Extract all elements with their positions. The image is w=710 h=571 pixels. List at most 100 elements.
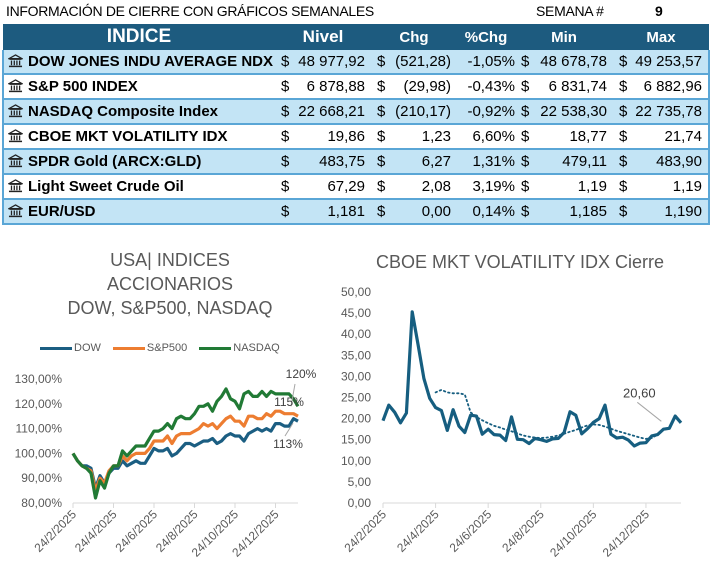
indice-name: S&P 500 INDEX <box>28 78 138 95</box>
y-tick-label: 5,00 <box>348 475 372 489</box>
table-row[interactable]: DOW JONES INDU AVERAGE NDX $48 977,92 $ (52… <box>2 50 710 75</box>
max-cell[interactable]: $6 882,96 <box>613 74 710 100</box>
indice-name: SPDR Gold (ARCX:GLD) <box>28 153 202 170</box>
indice-cell[interactable]: SPDR Gold (ARCX:GLD) <box>2 149 275 175</box>
pct-chg-cell[interactable]: -0,43% <box>457 74 515 100</box>
table-row[interactable]: NASDAQ Composite Index $22 668,21 $ (210,17… <box>2 99 710 125</box>
legend-label: NASDAQ <box>233 342 280 354</box>
chg-cell[interactable]: $2,08 <box>371 174 457 200</box>
y-tick-label: 10,00 <box>341 454 371 468</box>
table-row[interactable]: SPDR Gold (ARCX:GLD) $483,75 $6,27 1,31% $47… <box>2 149 710 175</box>
currency-symbol: $ <box>281 203 290 220</box>
column-header-nivel[interactable]: Nivel <box>275 24 371 50</box>
currency-symbol: $ <box>377 103 386 120</box>
chg-value: (521,28) <box>395 53 451 70</box>
x-tick-label: 24/2/2025 <box>341 507 389 555</box>
min-cell[interactable]: $48 678,78 <box>515 50 613 75</box>
report-title: INFORMACIÓN DE CIERRE CON GRÁFICOS SEMAN… <box>6 3 374 19</box>
indice-name: EUR/USD <box>28 203 96 220</box>
currency-symbol: $ <box>619 78 628 95</box>
indices-chart-legend: DOW S&P500 NASDAQ <box>40 342 280 354</box>
end-data-label: 120% <box>286 367 317 381</box>
currency-symbol: $ <box>377 153 386 170</box>
indice-cell[interactable]: Light Sweet Crude Oil <box>2 174 275 200</box>
nivel-cell[interactable]: $1,181 <box>275 199 371 225</box>
indices-chart-title-line: USA| INDICES <box>110 250 230 270</box>
y-tick-label: 90,00% <box>21 471 62 485</box>
max-value: 1,19 <box>672 178 702 195</box>
table-row[interactable]: S&P 500 INDEX $6 878,88 $ (29,98) -0,43% $6 8… <box>2 74 710 100</box>
y-tick-label: 110,00% <box>16 422 63 436</box>
x-tick-label: 24/12/2025 <box>600 507 653 560</box>
min-cell[interactable]: $1,185 <box>515 199 613 225</box>
column-header-max[interactable]: Max <box>613 24 709 50</box>
indice-name: Light Sweet Crude Oil <box>28 178 184 195</box>
min-cell[interactable]: $22 538,30 <box>515 99 613 125</box>
column-header-indice[interactable]: INDICE <box>3 24 275 50</box>
chg-cell[interactable]: $ (29,98) <box>371 74 457 100</box>
bank-icon <box>6 154 25 168</box>
pct-chg-cell[interactable]: 6,60% <box>457 124 515 150</box>
currency-symbol: $ <box>377 178 386 195</box>
y-tick-label: 130,00% <box>15 372 63 386</box>
chg-cell[interactable]: $6,27 <box>371 149 457 175</box>
chg-cell[interactable]: $0,00 <box>371 199 457 225</box>
indice-name: CBOE MKT VOLATILITY IDX <box>28 128 228 145</box>
table-row[interactable]: Light Sweet Crude Oil $67,29 $2,08 3,19% $1,… <box>2 174 710 200</box>
x-tick-label: 24/8/2025 <box>499 507 547 555</box>
nivel-cell[interactable]: $48 977,92 <box>275 50 371 75</box>
min-cell[interactable]: $479,11 <box>515 149 613 175</box>
pct-chg-cell[interactable]: 3,19% <box>457 174 515 200</box>
max-cell[interactable]: $483,90 <box>613 149 710 175</box>
legend-item-dow[interactable]: DOW <box>40 342 101 354</box>
max-cell[interactable]: $1,190 <box>613 199 710 225</box>
end-data-label: 113% <box>273 437 303 451</box>
currency-symbol: $ <box>619 128 628 145</box>
chg-cell[interactable]: $ (521,28) <box>371 50 457 75</box>
pct-chg-cell[interactable]: -1,05% <box>457 50 515 75</box>
indice-cell[interactable]: NASDAQ Composite Index <box>2 99 275 125</box>
y-tick-label: 50,00 <box>341 285 371 299</box>
nivel-cell[interactable]: $19,86 <box>275 124 371 150</box>
max-value: 22 735,78 <box>635 103 702 120</box>
legend-item-sp500[interactable]: S&P500 <box>112 342 188 354</box>
min-cell[interactable]: $18,77 <box>515 124 613 150</box>
legend-label: S&P500 <box>146 342 188 354</box>
max-cell[interactable]: $21,74 <box>613 124 710 150</box>
legend-item-nasdaq[interactable]: NASDAQ <box>199 342 280 354</box>
nivel-cell[interactable]: $6 878,88 <box>275 74 371 100</box>
max-value: 49 253,57 <box>635 53 702 70</box>
indice-cell[interactable]: EUR/USD <box>2 199 275 225</box>
chg-value: (29,98) <box>403 78 451 95</box>
nivel-cell[interactable]: $67,29 <box>275 174 371 200</box>
chg-cell[interactable]: $1,23 <box>371 124 457 150</box>
column-header-pct-chg[interactable]: %Chg <box>457 24 515 50</box>
max-cell[interactable]: $1,19 <box>613 174 710 200</box>
legend-swatch-dow <box>40 346 72 350</box>
table-row[interactable]: EUR/USD $1,181 $0,00 0,14% $1,185 $1,190 <box>2 199 710 225</box>
currency-symbol: $ <box>281 78 290 95</box>
nivel-cell[interactable]: $22 668,21 <box>275 99 371 125</box>
max-cell[interactable]: $22 735,78 <box>613 99 710 125</box>
indice-cell[interactable]: DOW JONES INDU AVERAGE NDX <box>2 50 275 75</box>
pct-chg-cell[interactable]: 1,31% <box>457 149 515 175</box>
column-header-chg[interactable]: Chg <box>371 24 457 50</box>
chg-value: 2,08 <box>421 178 451 195</box>
min-cell[interactable]: $1,19 <box>515 174 613 200</box>
pct-chg-cell[interactable]: 0,14% <box>457 199 515 225</box>
vix-chart: 0,00 5,00 10,00 15,00 20,00 25,00 30,00 35,00 40… <box>341 285 683 560</box>
min-cell[interactable]: $6 831,74 <box>515 74 613 100</box>
max-cell[interactable]: $49 253,57 <box>613 50 710 75</box>
indice-cell[interactable]: CBOE MKT VOLATILITY IDX <box>2 124 275 150</box>
min-value: 479,11 <box>562 153 607 170</box>
nivel-cell[interactable]: $483,75 <box>275 149 371 175</box>
indice-cell[interactable]: S&P 500 INDEX <box>2 74 275 100</box>
column-header-min[interactable]: Min <box>515 24 613 50</box>
indice-name: DOW JONES INDU AVERAGE NDX <box>28 53 274 70</box>
pct-chg-cell[interactable]: -0,92% <box>457 99 515 125</box>
currency-symbol: $ <box>281 103 290 120</box>
series-line-vix <box>381 310 683 448</box>
chg-cell[interactable]: $ (210,17) <box>371 99 457 125</box>
table-row[interactable]: CBOE MKT VOLATILITY IDX $19,86 $1,23 6,60% $… <box>2 124 710 150</box>
min-value: 1,185 <box>569 203 607 220</box>
